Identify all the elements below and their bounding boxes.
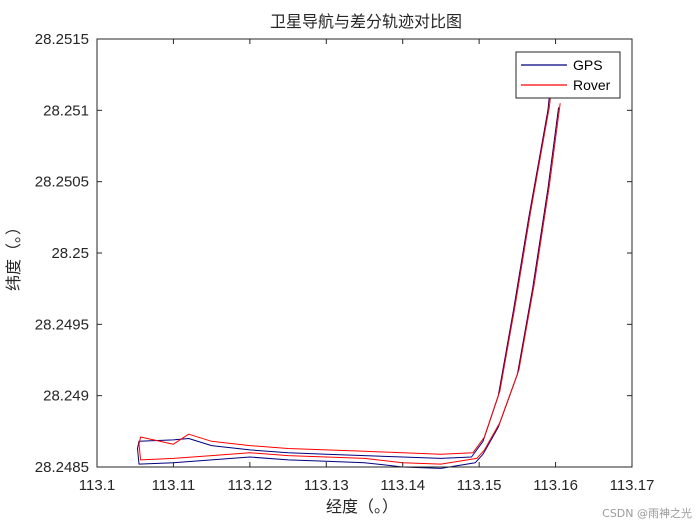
y-tick-label: 28.25 (51, 245, 89, 262)
y-tick-label: 28.251 (43, 102, 89, 119)
x-tick-label: 113.12 (227, 477, 272, 494)
y-axis-title: 纬度（。） (4, 219, 23, 291)
legend: GPS Rover (515, 51, 621, 99)
chart-title: 卫星导航与差分轨迹对比图 (270, 12, 462, 31)
legend-label-rover: Rover (573, 77, 611, 93)
legend-label-gps: GPS (573, 57, 603, 73)
x-tick-label: 113.11 (152, 477, 196, 494)
x-tick-label: 113.14 (380, 477, 425, 494)
x-tick-label: 113.13 (304, 477, 349, 494)
x-tick-label: 113.17 (610, 477, 655, 494)
plot-background (97, 39, 632, 467)
series-line-rover (138, 70, 561, 465)
y-tick-label: 28.249 (43, 388, 89, 405)
x-tick-label: 113.16 (533, 477, 578, 494)
x-ticks: 113.1 113.11 113.12 113.13 113.14 113.15 113.1… (79, 39, 655, 494)
plot-area: 113.1 113.11 113.12 113.13 113.14 113.15 113.1… (35, 31, 655, 494)
x-tick-label: 113.15 (457, 477, 502, 494)
y-tick-label: 28.2515 (35, 31, 89, 48)
y-ticks: 28.2485 28.249 28.2495 28.25 28.2505 28.251 28… (35, 31, 632, 476)
watermark: CSDN @雨神之光 (602, 506, 692, 520)
y-tick-label: 28.2505 (35, 174, 89, 191)
x-tick-label: 113.1 (79, 477, 115, 494)
y-tick-label: 28.2495 (35, 316, 89, 333)
legend-box (515, 51, 621, 99)
x-axis-title: 经度（。） (326, 497, 398, 516)
y-tick-label: 28.2485 (35, 459, 89, 476)
series-layer (137, 70, 561, 469)
